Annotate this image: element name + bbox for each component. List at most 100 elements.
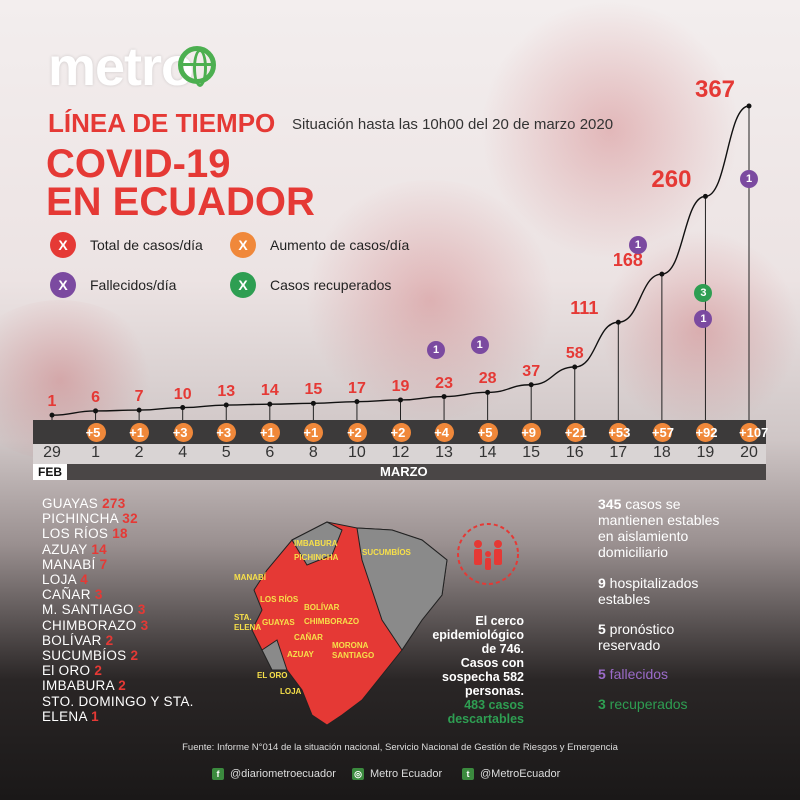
province-cases: 1 [91, 708, 99, 724]
province-row: CHIMBORAZO 3 [42, 618, 148, 634]
stat-text: recuperados [605, 696, 688, 712]
social-instagram[interactable]: ◎ Metro Ecuador [352, 768, 442, 780]
map-label: CAÑAR [294, 633, 323, 642]
stat-reserved: 5 pronóstico reservado [598, 621, 674, 653]
map-label: MORONA [332, 641, 369, 650]
province-cases: 2 [105, 632, 114, 648]
province-cases: 4 [80, 572, 89, 587]
province-name: CAÑAR [42, 587, 95, 603]
stat-text: pronóstico [605, 621, 675, 637]
increase-badge [260, 423, 280, 442]
province-row: CAÑAR 3 [42, 587, 103, 603]
month-label-mar: MARZO [380, 464, 428, 479]
data-point [93, 408, 99, 414]
stat-text: domiciliario [598, 544, 669, 560]
cerco-line: Casos con [460, 656, 524, 670]
stat-number: 345 [598, 496, 622, 512]
cerco-line: epidemiológico [432, 628, 524, 642]
total-cases-label: 168 [612, 250, 643, 271]
cerco-text: El cerco epidemiológico de 746. Casos co… [420, 614, 524, 726]
data-point [528, 382, 534, 388]
increase-badge [173, 423, 193, 442]
map-gray-region [291, 521, 343, 566]
increase-badge [347, 423, 367, 442]
province-cases: 7 [99, 556, 108, 572]
deaths-badge: 1 [694, 310, 713, 328]
data-point [180, 405, 186, 411]
increase-badge [435, 423, 455, 442]
map-label: SUCUMBÍOS [362, 548, 412, 557]
social-label: Metro Ecuador [370, 768, 443, 780]
cerco-line: El cerco [475, 614, 524, 628]
increase-label: +4 [434, 425, 449, 440]
increase-badge [696, 423, 716, 442]
province-name: IMBABURA [42, 678, 119, 694]
deaths-badge: 1 [470, 336, 489, 355]
day-tick-label: 14 [478, 444, 497, 461]
map-label: STA. [234, 613, 252, 622]
total-cases-label: 37 [522, 362, 541, 380]
instagram-icon: ◎ [352, 768, 364, 780]
stat-isolation: 345 casos se mantienen estables en aisla… [598, 496, 719, 560]
increase-label: +3 [172, 425, 188, 440]
globe-icon [178, 46, 216, 87]
increase-badge [391, 423, 411, 442]
title-small: LÍNEA DE TIEMPO [48, 108, 276, 138]
data-point [223, 402, 229, 408]
total-cases-label: 111 [570, 298, 599, 319]
facebook-icon: f [212, 768, 224, 780]
data-point [310, 400, 316, 406]
data-point [49, 412, 55, 418]
title-big-1: COVID-19 [46, 142, 231, 186]
day-tick-label: 16 [565, 444, 584, 461]
increase-label: +3 [216, 425, 232, 440]
virus-decoration [480, 0, 740, 260]
legend-label: Casos recuperados [270, 277, 392, 293]
stat-deaths: 5 fallecidos [598, 666, 668, 682]
increase-label: +92 [695, 425, 718, 440]
increase-label: +2 [390, 425, 406, 440]
province-name: ELENA [42, 708, 92, 724]
province-row: ELENA 1 [42, 709, 99, 725]
total-cases-label: 14 [260, 382, 279, 400]
legend-symbol: X [50, 232, 76, 258]
map-label: CHIMBORAZO [304, 617, 359, 626]
map-label: SANTIAGO [332, 651, 374, 660]
increase-badge [304, 423, 324, 442]
day-tick-label: 18 [652, 444, 671, 461]
stat-text: fallecidos [605, 666, 669, 682]
subtitle: Situación hasta las 10h00 del 20 de marz… [292, 116, 614, 133]
map-label: GUAYAS [262, 618, 295, 627]
province-cases: 14 [91, 541, 107, 557]
province-row: GUAYAS 273 [42, 496, 126, 512]
cerco-line: sospecha 582 [442, 670, 524, 684]
day-tick-label: 2 [134, 444, 144, 461]
social-twitter[interactable]: t @MetroEcuador [462, 768, 560, 780]
map-gray-region [356, 527, 448, 651]
social-facebook[interactable]: f @diariometroecuador [212, 768, 336, 780]
legend-label: Fallecidos/día [90, 277, 177, 293]
virus-decoration [300, 180, 560, 420]
legend-recovered: X Casos recuperados [230, 272, 391, 298]
increase-label: +1 [129, 425, 144, 440]
map-label: MANABÍ [234, 573, 267, 582]
total-cases-line [51, 105, 750, 416]
province-cases: 18 [112, 526, 128, 542]
total-cases-label: 260 [651, 166, 692, 194]
stat-number: 5 [598, 666, 606, 682]
legend-increase: X Aumento de casos/día [230, 232, 409, 258]
data-point [615, 319, 621, 325]
data-point [659, 271, 665, 277]
stat-text: mantienen estables [598, 512, 720, 528]
recovered-badge: 3 [694, 284, 713, 302]
stat-number: 9 [598, 575, 606, 591]
increase-label: +1 [303, 425, 319, 440]
data-point [267, 401, 273, 407]
total-cases-label: 10 [173, 385, 192, 403]
ecuador-map: IMBABURA PICHINCHA SUCUMBÍOS MANABÍ LOS … [234, 521, 448, 726]
total-cases-label: 7 [134, 388, 144, 406]
province-cases: 3 [94, 587, 103, 603]
increase-badge [86, 423, 106, 442]
day-tick-label: 8 [308, 444, 318, 461]
province-row: PICHINCHA 32 [42, 511, 138, 527]
